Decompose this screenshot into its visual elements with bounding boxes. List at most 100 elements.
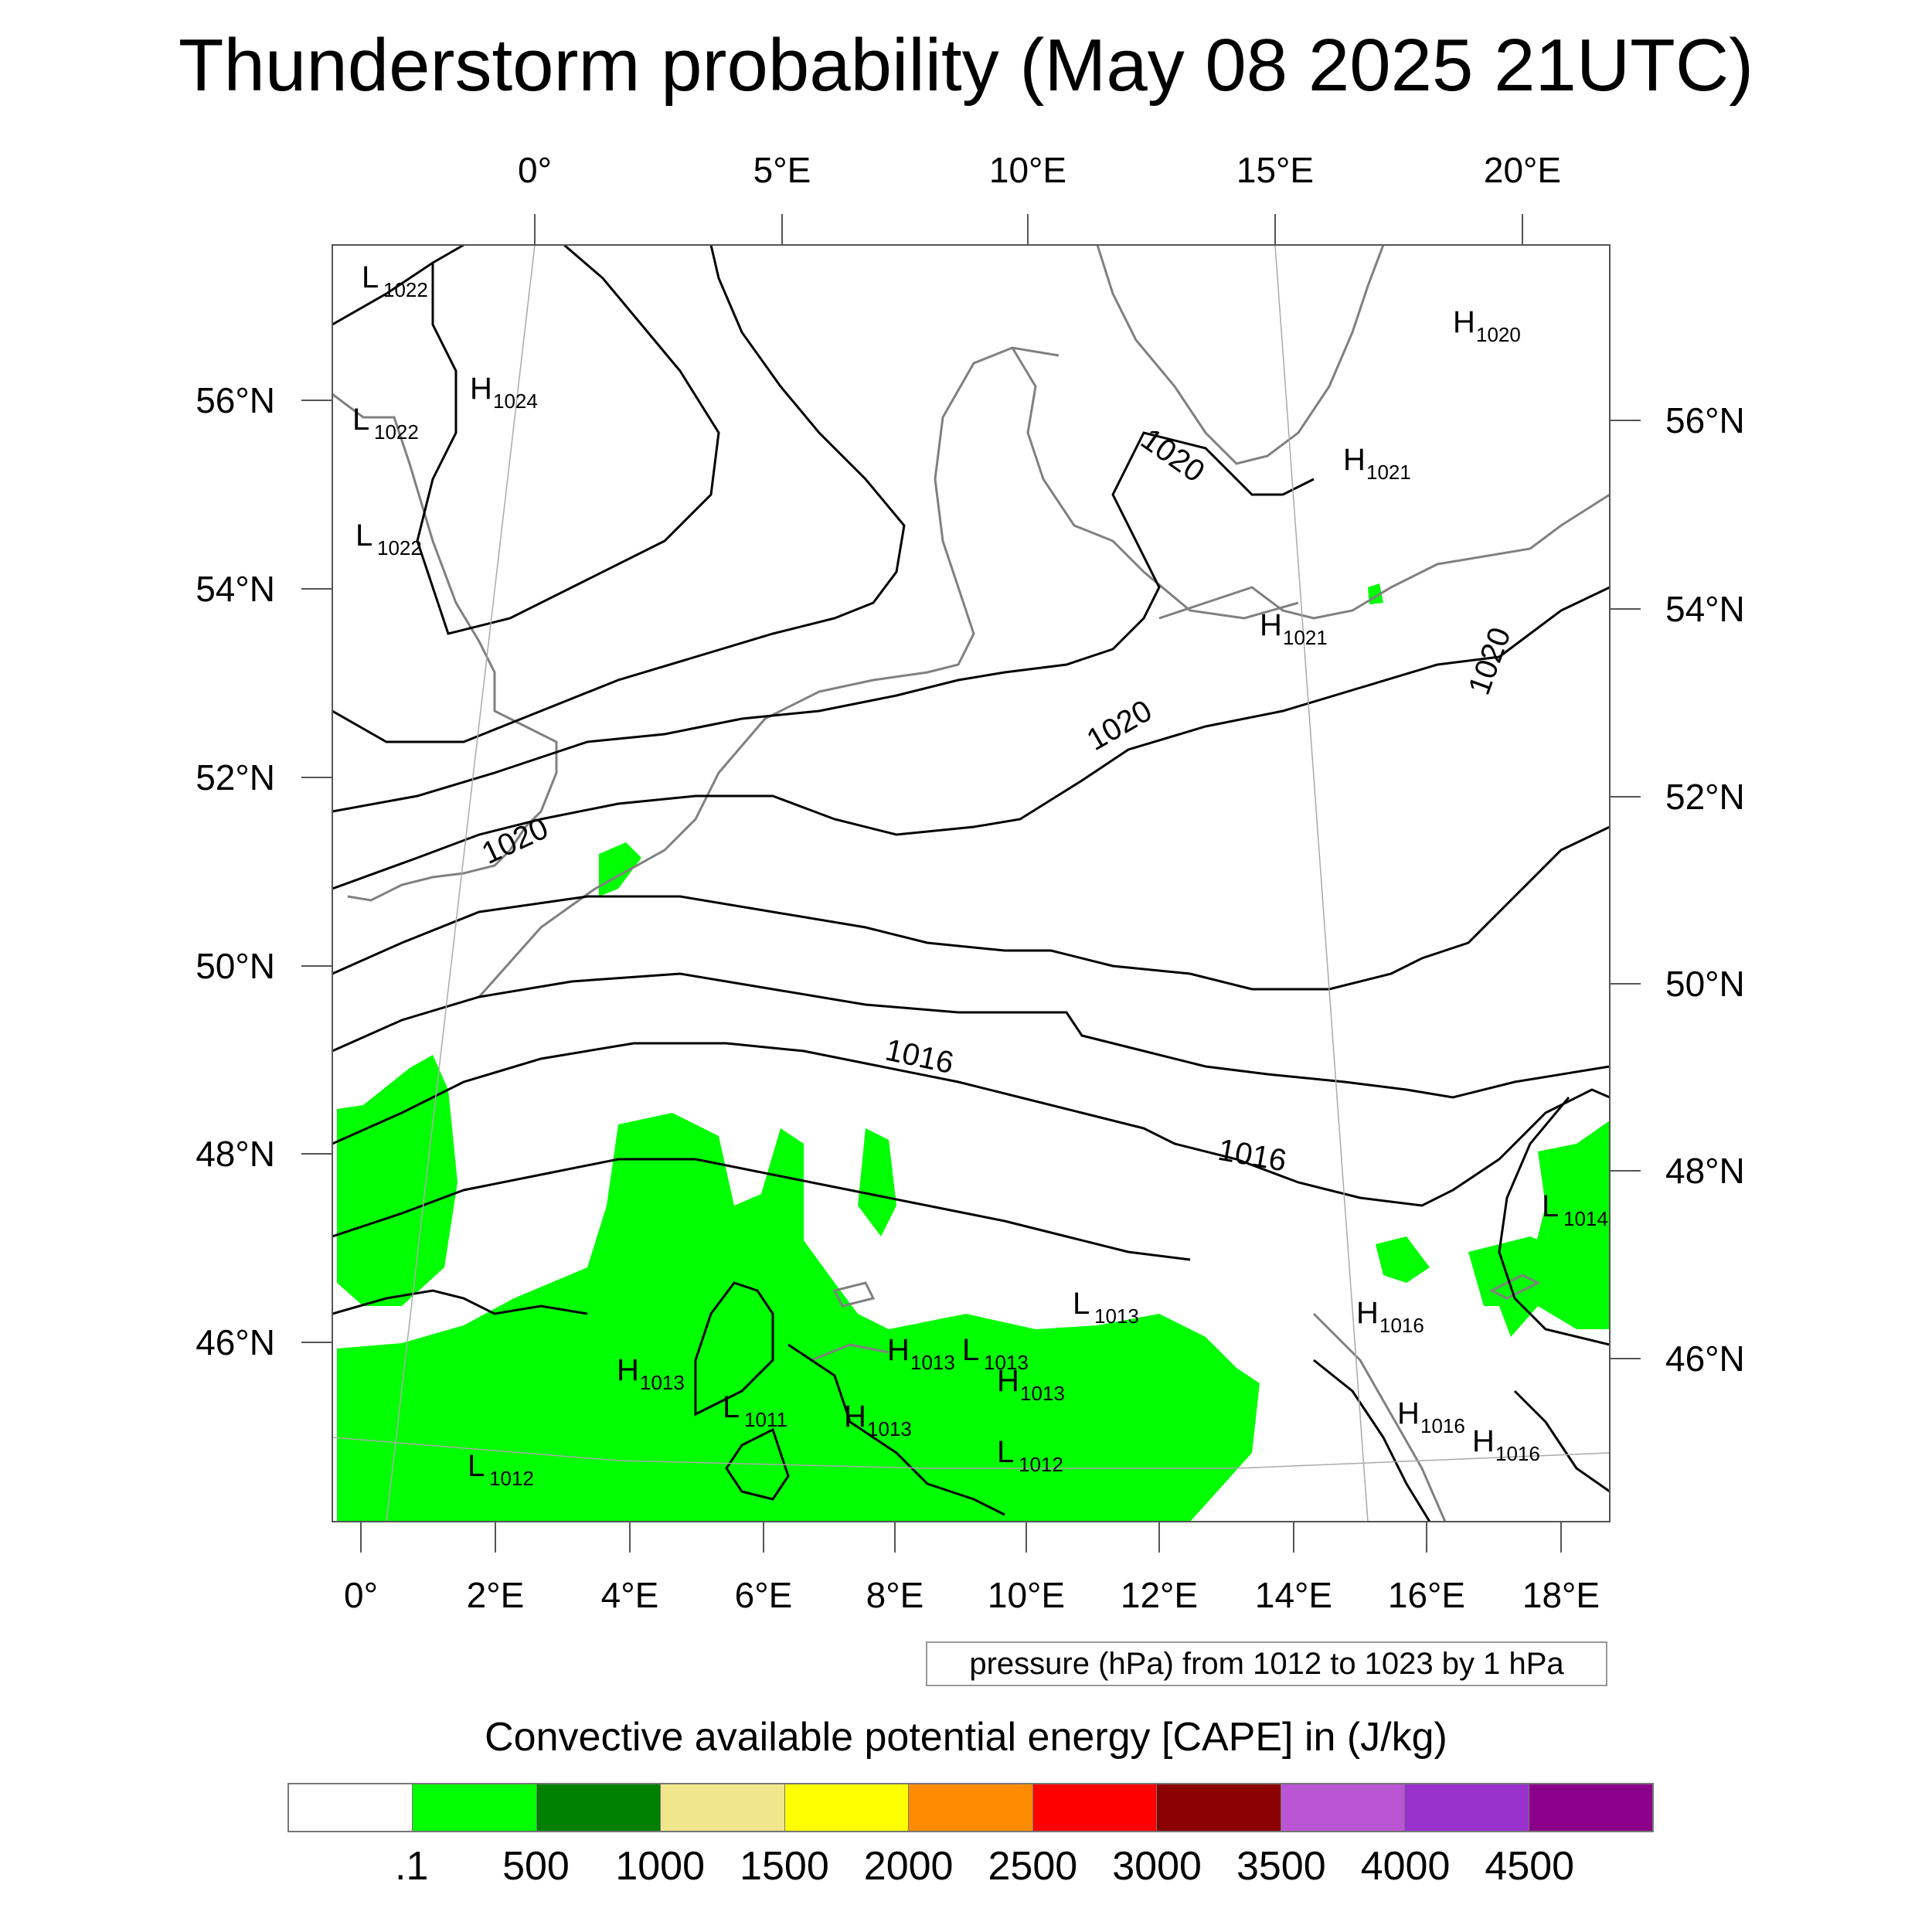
svg-text:1012: 1012 [1019, 1453, 1063, 1476]
legend-swatch [1405, 1784, 1529, 1831]
left-lat-label: 48°N [196, 1134, 275, 1174]
legend-swatch [661, 1784, 785, 1831]
svg-text:H: H [1356, 1296, 1379, 1330]
legend-swatch [1281, 1784, 1406, 1831]
svg-text:1016: 1016 [1420, 1414, 1465, 1437]
legend-label: .1 [395, 1844, 429, 1889]
legend-title: Convective available potential energy [C… [485, 1715, 1447, 1760]
svg-text:1016: 1016 [1495, 1442, 1540, 1465]
svg-text:L: L [997, 1435, 1014, 1469]
left-lat-label: 46°N [196, 1322, 275, 1362]
bottom-lon-label: 8°E [866, 1575, 924, 1615]
gridlines [332, 245, 1610, 1522]
bottom-lon-label: 14°E [1255, 1575, 1332, 1615]
svg-text:1022: 1022 [377, 536, 422, 560]
legend-swatch [1157, 1784, 1281, 1831]
bottom-lon-label: 2°E [467, 1575, 525, 1615]
left-lat-label: 54°N [196, 569, 275, 609]
bottom-lon-labels: 0° 2°E 4°E 6°E 8°E 10°E 12°E 14°E 16°E 1… [344, 1575, 1600, 1615]
top-lon-labels: 0° 5°E 10°E 15°E 20°E [518, 150, 1561, 190]
legend-swatch [413, 1784, 537, 1831]
pressure-center: H 1016 [1472, 1424, 1540, 1465]
map-frame [332, 244, 1611, 1522]
bottom-lon-label: 18°E [1522, 1575, 1600, 1615]
pressure-center: H 1021 [1343, 443, 1411, 484]
legend-label: 3000 [1112, 1844, 1202, 1889]
legend-swatch [784, 1784, 910, 1831]
svg-text:1014: 1014 [1563, 1207, 1608, 1230]
top-lon-label: 10°E [989, 150, 1066, 190]
svg-text:1012: 1012 [489, 1467, 534, 1490]
pressure-center: H 1013 [617, 1353, 685, 1394]
svg-text:1013: 1013 [984, 1351, 1029, 1374]
pressure-center: L 1022 [355, 519, 422, 560]
cape-area-southwest [337, 1055, 457, 1306]
isobar-label: 1020 [477, 811, 553, 870]
svg-text:H: H [997, 1364, 1019, 1398]
coast-continent [478, 346, 1060, 998]
isobar-3 [332, 245, 906, 743]
right-lat-label: 54°N [1665, 589, 1745, 629]
legend-labels: .1 500 1000 1500 2000 2500 3000 3500 400… [287, 1843, 1654, 1889]
coast-ligurian [811, 1343, 889, 1362]
isobar-15 [725, 1427, 790, 1501]
pressure-center: L 1011 [723, 1390, 787, 1431]
right-lat-label: 52°N [1665, 777, 1745, 817]
isobar-12 [1313, 1359, 1431, 1522]
legend-label: 4500 [1485, 1844, 1575, 1889]
svg-text:L: L [468, 1449, 485, 1483]
legend-label: 500 [502, 1844, 570, 1889]
gridline-parallel-45 [332, 1437, 1610, 1469]
legend-swatch [289, 1784, 413, 1831]
top-lon-label: 5°E [753, 150, 811, 190]
coast-sweden [1096, 245, 1385, 465]
bottom-lon-label: 10°E [988, 1575, 1065, 1615]
left-lat-label: 50°N [196, 946, 275, 986]
top-lon-label: 0° [518, 150, 552, 190]
tick-marks [301, 214, 1641, 1553]
coast-britain [332, 393, 558, 902]
bottom-lon-label: 6°E [735, 1575, 793, 1615]
pressure-center: H 1016 [1397, 1396, 1465, 1437]
bottom-lon-label: 4°E [601, 1575, 659, 1615]
svg-text:1013: 1013 [640, 1371, 685, 1394]
svg-text:H: H [1343, 443, 1366, 477]
pressure-center: H 1013 [844, 1400, 912, 1440]
pressure-center: L 1013 [1073, 1287, 1139, 1328]
bottom-lon-label: 16°E [1388, 1575, 1465, 1615]
legend-label: 1000 [615, 1844, 706, 1889]
right-lat-label: 56°N [1665, 400, 1745, 440]
svg-text:H: H [887, 1333, 910, 1367]
legend-swatch [536, 1784, 662, 1831]
pressure-center: H 1020 [1453, 305, 1521, 346]
svg-text:1024: 1024 [493, 389, 538, 413]
isobar-14 [1513, 1389, 1610, 1493]
isobar-label: 1020 [1081, 693, 1158, 757]
isobar-label: 1020 [1134, 422, 1210, 489]
svg-text:L: L [352, 403, 369, 437]
svg-text:L: L [962, 1333, 979, 1367]
svg-text:1022: 1022 [374, 420, 419, 444]
left-lat-label: 56°N [196, 380, 275, 420]
svg-text:1013: 1013 [1094, 1304, 1139, 1328]
legend-label: 3500 [1236, 1844, 1326, 1889]
left-lat-labels: 56°N 54°N 52°N 50°N 48°N 46°N [196, 380, 275, 1362]
svg-text:1021: 1021 [1283, 626, 1328, 649]
right-lat-labels: 56°N 54°N 52°N 50°N 48°N 46°N [1665, 400, 1745, 1379]
isobar-6 [332, 825, 1610, 991]
pressure-center: L 1012 [997, 1435, 1063, 1476]
isobar-7 [332, 972, 1610, 1099]
legend-swatch [909, 1784, 1033, 1831]
coast-lake-geneva [832, 1281, 876, 1308]
svg-text:L: L [1073, 1287, 1090, 1321]
cape-area-alps-patch [858, 1128, 896, 1236]
right-lat-label: 46°N [1665, 1338, 1745, 1379]
chart-title: Thunderstorm probability (May 08 2025 21… [178, 24, 1754, 107]
legend-label: 2000 [863, 1844, 954, 1889]
pressure-centers: L 1022 H 1024 L 1022 L 1022 H 1020 H 1021 H 102… [352, 260, 1608, 1490]
right-lat-label: 48°N [1665, 1151, 1745, 1191]
cape-shading [337, 583, 1610, 1522]
top-lon-label: 20°E [1484, 150, 1561, 190]
legend-label: 4000 [1360, 1844, 1451, 1889]
